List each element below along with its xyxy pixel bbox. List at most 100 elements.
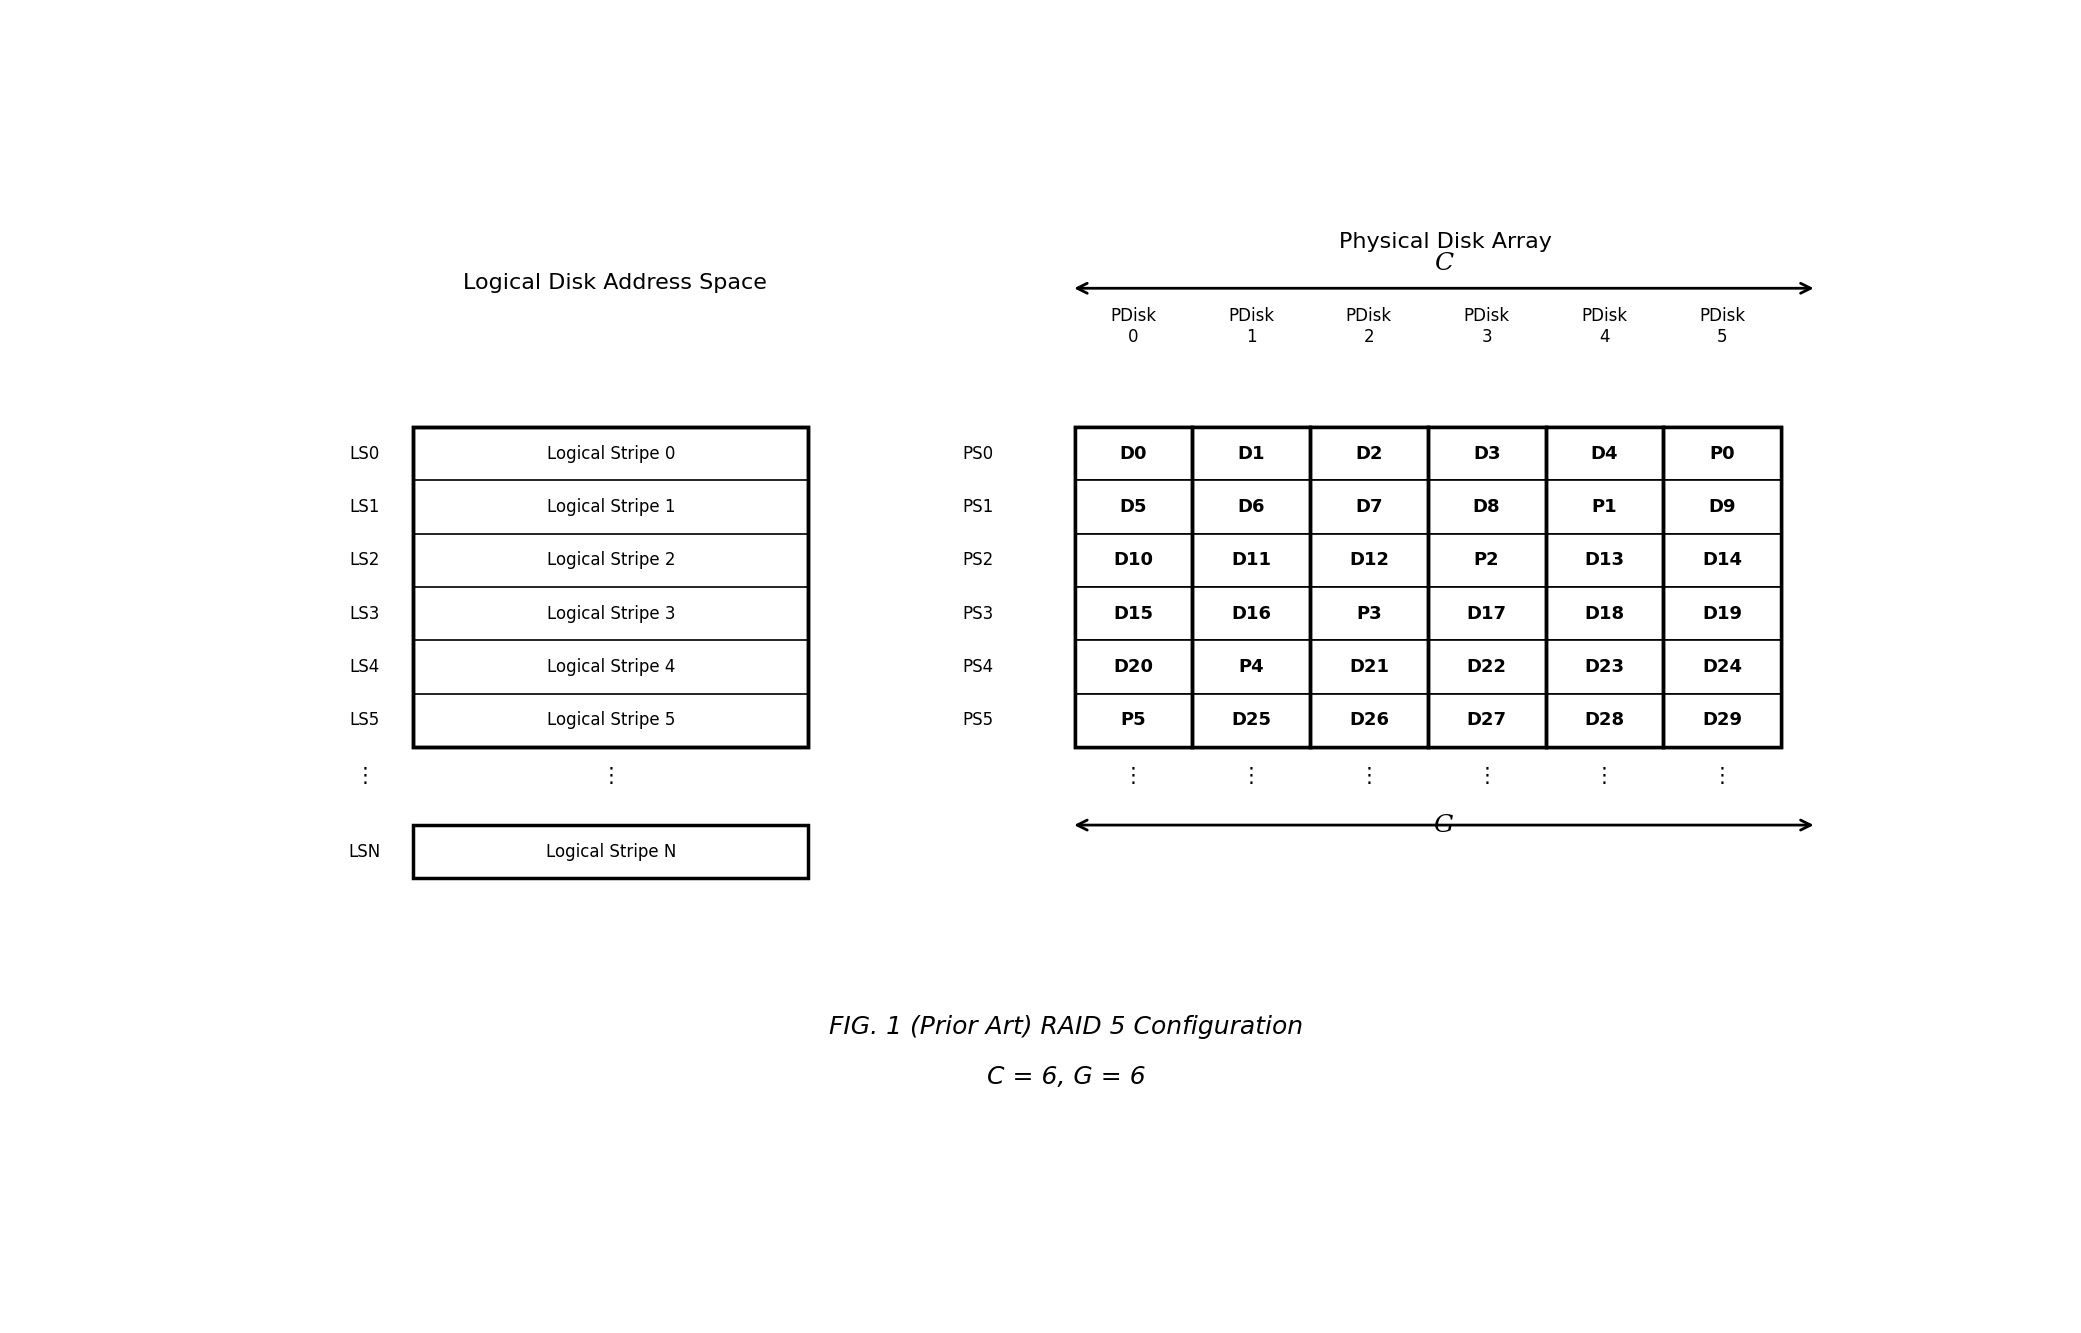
Text: D13: D13 xyxy=(1584,552,1625,569)
Text: D27: D27 xyxy=(1467,712,1507,729)
Text: PS0: PS0 xyxy=(961,444,993,463)
Text: Logical Stripe 5: Logical Stripe 5 xyxy=(547,712,674,729)
Text: D18: D18 xyxy=(1584,605,1625,623)
Text: D20: D20 xyxy=(1113,659,1153,676)
Bar xyxy=(1546,427,1663,746)
Text: D3: D3 xyxy=(1473,444,1500,463)
Bar xyxy=(1546,693,1663,746)
Bar xyxy=(1546,640,1663,693)
Text: PS3: PS3 xyxy=(961,605,993,623)
Text: ⋮: ⋮ xyxy=(1594,765,1615,786)
Text: PS5: PS5 xyxy=(961,712,993,729)
Bar xyxy=(1311,427,1428,480)
Bar xyxy=(1663,427,1781,746)
Text: ⋮: ⋮ xyxy=(354,765,375,786)
Bar xyxy=(1428,533,1546,587)
Text: Logical Stripe 1: Logical Stripe 1 xyxy=(547,499,674,516)
Text: D0: D0 xyxy=(1120,444,1147,463)
Text: Logical Disk Address Space: Logical Disk Address Space xyxy=(462,273,768,293)
Text: Logical Stripe 2: Logical Stripe 2 xyxy=(547,552,674,569)
Bar xyxy=(1428,587,1546,640)
Text: ⋮: ⋮ xyxy=(601,765,622,786)
Bar xyxy=(1428,427,1546,480)
Text: D29: D29 xyxy=(1702,712,1742,729)
Bar xyxy=(1546,427,1663,480)
Text: D19: D19 xyxy=(1702,605,1742,623)
Text: ⋮: ⋮ xyxy=(1240,765,1261,786)
Text: D1: D1 xyxy=(1238,444,1265,463)
Text: PDisk
0: PDisk 0 xyxy=(1111,307,1157,345)
Bar xyxy=(1192,480,1311,533)
Bar xyxy=(1074,427,1192,746)
Bar xyxy=(1192,533,1311,587)
Text: D15: D15 xyxy=(1113,605,1153,623)
Text: D26: D26 xyxy=(1348,712,1388,729)
Bar xyxy=(1192,427,1311,480)
Text: D25: D25 xyxy=(1232,712,1271,729)
Text: D22: D22 xyxy=(1467,659,1507,676)
Text: D11: D11 xyxy=(1232,552,1271,569)
Text: D8: D8 xyxy=(1473,499,1500,516)
Text: ⋮: ⋮ xyxy=(1124,765,1145,786)
Text: PDisk
4: PDisk 4 xyxy=(1582,307,1627,345)
Bar xyxy=(1546,427,1663,746)
Text: LS4: LS4 xyxy=(350,659,381,676)
Text: PDisk
2: PDisk 2 xyxy=(1346,307,1392,345)
Bar xyxy=(1311,693,1428,746)
Bar xyxy=(1428,427,1546,746)
Text: PS4: PS4 xyxy=(961,659,993,676)
Bar xyxy=(1663,640,1781,693)
Text: LS2: LS2 xyxy=(350,552,381,569)
Text: Logical Stripe 3: Logical Stripe 3 xyxy=(547,605,674,623)
Bar xyxy=(1428,480,1546,533)
Bar xyxy=(1192,427,1311,746)
Text: Logical Stripe 4: Logical Stripe 4 xyxy=(547,659,674,676)
Text: D17: D17 xyxy=(1467,605,1507,623)
Bar xyxy=(1074,533,1192,587)
Bar xyxy=(1311,427,1428,746)
Text: P2: P2 xyxy=(1473,552,1500,569)
Bar xyxy=(1663,480,1781,533)
Bar xyxy=(1311,480,1428,533)
Bar xyxy=(1074,693,1192,746)
Bar xyxy=(1546,587,1663,640)
Text: PS1: PS1 xyxy=(961,499,993,516)
Text: P5: P5 xyxy=(1122,712,1147,729)
Bar xyxy=(1311,533,1428,587)
Bar xyxy=(1663,533,1781,587)
Text: P1: P1 xyxy=(1592,499,1617,516)
Bar xyxy=(1192,427,1311,746)
Text: FIG. 1 (Prior Art) RAID 5 Configuration: FIG. 1 (Prior Art) RAID 5 Configuration xyxy=(830,1016,1303,1040)
Text: D2: D2 xyxy=(1355,444,1382,463)
Bar xyxy=(1192,587,1311,640)
Bar xyxy=(1428,427,1546,746)
Bar xyxy=(1074,480,1192,533)
Text: PDisk
3: PDisk 3 xyxy=(1463,307,1509,345)
Text: LSN: LSN xyxy=(350,842,381,861)
Text: D12: D12 xyxy=(1348,552,1388,569)
Bar xyxy=(1428,640,1546,693)
Text: LS1: LS1 xyxy=(350,499,381,516)
Bar xyxy=(1074,427,1192,746)
Text: Logical Stripe 0: Logical Stripe 0 xyxy=(547,444,674,463)
Text: D14: D14 xyxy=(1702,552,1742,569)
Bar xyxy=(1192,693,1311,746)
Bar xyxy=(1428,693,1546,746)
Text: P4: P4 xyxy=(1238,659,1263,676)
Bar xyxy=(1663,427,1781,480)
Bar xyxy=(1192,640,1311,693)
Bar xyxy=(1074,640,1192,693)
Text: ⋮: ⋮ xyxy=(1475,765,1496,786)
Text: D7: D7 xyxy=(1355,499,1382,516)
Text: ⋮: ⋮ xyxy=(1359,765,1380,786)
Text: D9: D9 xyxy=(1709,499,1736,516)
Bar xyxy=(414,427,807,746)
Text: D10: D10 xyxy=(1113,552,1153,569)
Text: D4: D4 xyxy=(1590,444,1619,463)
Text: D28: D28 xyxy=(1584,712,1625,729)
Text: D16: D16 xyxy=(1232,605,1271,623)
Bar xyxy=(1546,480,1663,533)
Bar xyxy=(1311,640,1428,693)
Text: C = 6, G = 6: C = 6, G = 6 xyxy=(986,1065,1147,1089)
Text: LS5: LS5 xyxy=(350,712,381,729)
